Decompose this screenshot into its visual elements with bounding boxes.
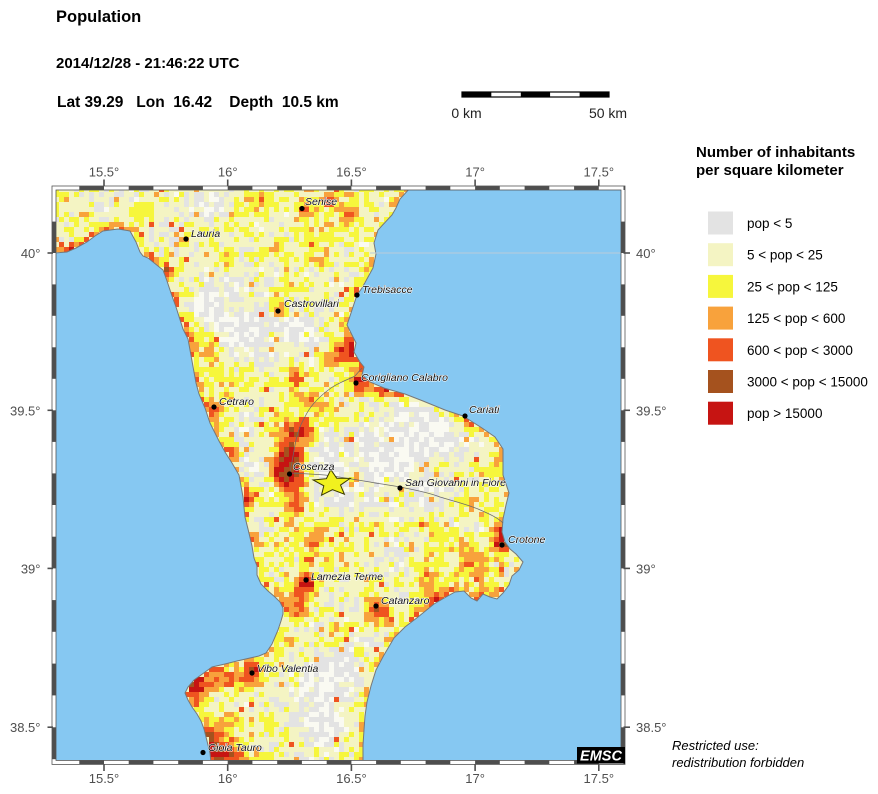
svg-text:17°: 17° [465,771,485,786]
svg-text:5 < pop < 25: 5 < pop < 25 [747,248,823,263]
svg-text:3000 < pop < 15000: 3000 < pop < 15000 [747,375,868,390]
svg-text:Cariati: Cariati [469,404,500,416]
svg-text:38.5°: 38.5° [636,720,667,735]
svg-text:17.5°: 17.5° [584,165,615,180]
svg-text:39.5°: 39.5° [10,403,41,418]
svg-text:16°: 16° [218,165,238,180]
svg-text:Lat 39.29 Lon 16.42 Dept: Lat 39.29 Lon 16.42 Depth 10.5 km [57,94,339,111]
svg-text:2014/12/28 - 21:46:22 UTC: 2014/12/28 - 21:46:22 UTC [56,55,240,72]
svg-text:40°: 40° [636,246,656,261]
svg-text:Senise: Senise [305,196,337,208]
svg-text:Lamezia Terme: Lamezia Terme [311,571,383,583]
svg-text:Castrovillari: Castrovillari [284,298,340,310]
svg-text:Restricted use:: Restricted use: [672,738,759,753]
svg-text:Trebisacce: Trebisacce [362,284,413,296]
svg-text:Gioia Tauro: Gioia Tauro [208,742,262,754]
svg-text:pop < 5: pop < 5 [747,216,792,231]
svg-text:Cosenza: Cosenza [293,461,335,473]
svg-text:Crotone: Crotone [508,534,546,546]
svg-text:125 < pop < 600: 125 < pop < 600 [747,311,845,326]
svg-text:San Giovanni in Fiore: San Giovanni in Fiore [405,477,506,489]
svg-text:17°: 17° [465,165,485,180]
svg-text:redistribution forbidden: redistribution forbidden [672,755,804,770]
svg-text:Corigliano Calabro: Corigliano Calabro [361,372,448,384]
svg-text:39°: 39° [21,561,41,576]
svg-text:Catanzaro: Catanzaro [381,595,430,607]
svg-text:40°: 40° [21,246,41,261]
svg-text:0 km: 0 km [451,105,481,121]
svg-text:17.5°: 17.5° [584,771,615,786]
svg-text:Vibo Valentia: Vibo Valentia [257,663,318,675]
svg-text:39.5°: 39.5° [636,403,667,418]
svg-text:38.5°: 38.5° [10,720,41,735]
svg-text:16.5°: 16.5° [336,771,367,786]
svg-text:per square kilometer: per square kilometer [696,162,844,179]
svg-text:15.5°: 15.5° [89,771,120,786]
svg-text:39°: 39° [636,561,656,576]
svg-text:Number of inhabitants: Number of inhabitants [696,144,855,161]
svg-text:Cetraro: Cetraro [219,396,254,408]
svg-text:Lauria: Lauria [191,228,220,240]
svg-text:EMSC: EMSC [580,749,622,765]
svg-text:16.5°: 16.5° [336,165,367,180]
svg-text:50 km: 50 km [589,105,627,121]
svg-text:16°: 16° [218,771,238,786]
svg-text:15.5°: 15.5° [89,165,120,180]
svg-text:25 < pop < 125: 25 < pop < 125 [747,279,838,294]
svg-text:pop > 15000: pop > 15000 [747,406,822,421]
svg-text:Population: Population [56,8,141,26]
svg-text:600 < pop < 3000: 600 < pop < 3000 [747,343,853,358]
